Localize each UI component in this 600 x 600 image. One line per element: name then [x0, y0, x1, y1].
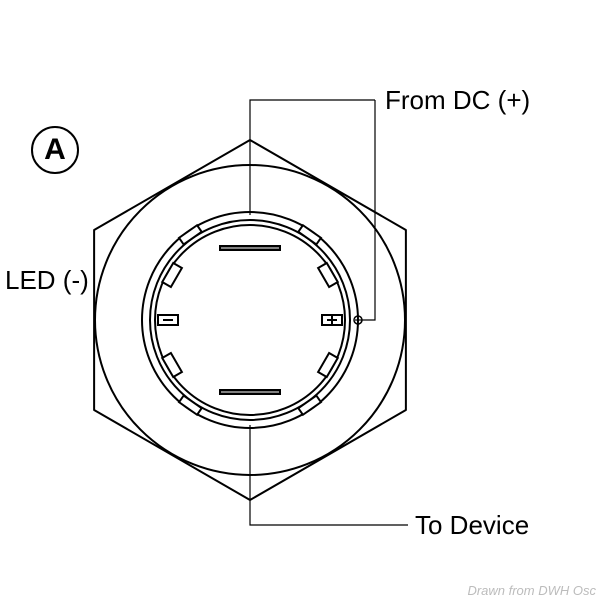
- switch-diagram: [0, 0, 600, 600]
- diagram-badge: A: [31, 126, 79, 174]
- diagram-badge-letter: A: [44, 133, 66, 167]
